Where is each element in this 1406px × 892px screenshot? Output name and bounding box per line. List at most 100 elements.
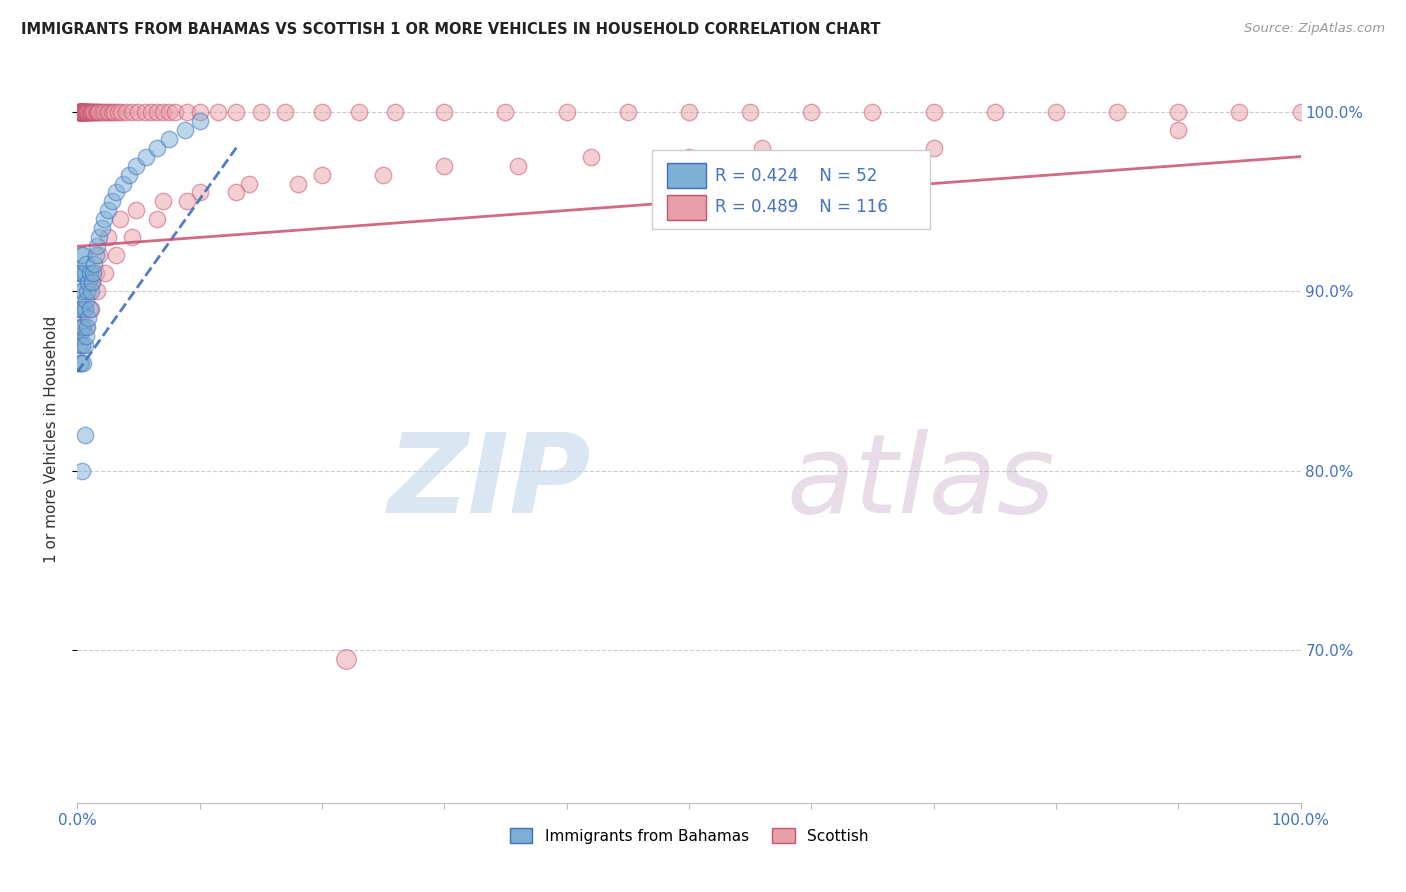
Point (165, 104, 187, 119)
Point (89, 230, 111, 244)
Point (75, 104, 97, 119)
Point (174, 122, 197, 136)
Point (98, 104, 121, 119)
Point (69, 302, 91, 317)
Point (70, 104, 93, 119)
Text: Source: ZipAtlas.com: Source: ZipAtlas.com (1244, 22, 1385, 36)
Point (287, 177, 309, 191)
Point (555, 104, 578, 119)
Point (72, 356, 94, 370)
Point (103, 104, 125, 119)
Point (72, 284, 94, 298)
Point (678, 104, 700, 119)
Point (111, 177, 134, 191)
Text: R = 0.424    N = 52: R = 0.424 N = 52 (716, 167, 877, 185)
Point (176, 104, 198, 119)
Point (82, 104, 104, 119)
Point (922, 140, 945, 154)
Point (70, 338, 93, 352)
Point (75, 257, 97, 271)
Point (80, 275, 103, 289)
Point (115, 104, 138, 119)
Point (67, 302, 90, 317)
Point (79, 104, 101, 119)
Point (70, 104, 93, 119)
Point (89, 104, 111, 119)
Point (73, 302, 96, 317)
Point (67, 104, 90, 119)
Point (97, 230, 120, 244)
Point (96, 104, 118, 119)
Point (73, 104, 96, 119)
Point (70, 104, 93, 119)
Point (73, 266, 96, 280)
Text: IMMIGRANTS FROM BAHAMAS VS SCOTTISH 1 OR MORE VEHICLES IN HOUSEHOLD CORRELATION : IMMIGRANTS FROM BAHAMAS VS SCOTTISH 1 OR… (21, 22, 880, 37)
Point (77, 311, 100, 326)
Point (1107, 104, 1129, 119)
Point (70, 356, 93, 370)
Point (76, 104, 98, 119)
Point (139, 104, 162, 119)
Point (188, 104, 211, 119)
Point (93, 104, 115, 119)
Point (70, 104, 93, 119)
Point (110, 104, 132, 119)
Point (70, 320, 93, 334)
Point (146, 104, 169, 119)
Point (67, 104, 90, 119)
Point (188, 113, 211, 128)
Point (384, 104, 406, 119)
Point (80, 104, 103, 119)
Point (90, 221, 112, 235)
Point (1167, 122, 1189, 136)
Point (125, 159, 148, 173)
Point (75, 320, 97, 334)
Point (80, 302, 103, 317)
Point (67, 104, 90, 119)
Legend: Immigrants from Bahamas, Scottish: Immigrants from Bahamas, Scottish (503, 822, 875, 850)
Point (69, 104, 91, 119)
Point (73, 104, 96, 119)
Point (83, 257, 105, 271)
Point (67, 338, 90, 352)
Point (105, 186, 128, 200)
Text: R = 0.489    N = 116: R = 0.489 N = 116 (716, 198, 889, 217)
Point (495, 104, 517, 119)
Point (70, 248, 93, 262)
Point (75, 104, 97, 119)
Point (76, 284, 98, 298)
Point (76, 320, 98, 334)
Point (188, 186, 211, 200)
Point (1167, 104, 1189, 119)
Point (127, 104, 149, 119)
Text: ZIP: ZIP (388, 429, 591, 536)
Point (84, 266, 107, 280)
Point (70, 464, 93, 478)
Point (69, 356, 91, 370)
Point (108, 212, 131, 227)
Point (862, 104, 884, 119)
Point (433, 104, 456, 119)
Point (86, 284, 108, 298)
Point (121, 230, 143, 244)
Point (84, 248, 107, 262)
Point (72, 104, 94, 119)
Point (69, 329, 91, 343)
Point (433, 159, 456, 173)
Point (922, 104, 945, 119)
Point (207, 104, 229, 119)
Point (70, 266, 93, 280)
Point (73, 427, 96, 442)
Point (82, 266, 104, 280)
Point (80, 275, 103, 289)
Point (73, 302, 96, 317)
Point (100, 194, 122, 209)
Y-axis label: 1 or more Vehicles in Household: 1 or more Vehicles in Household (44, 316, 59, 563)
Point (97, 203, 120, 218)
Point (77, 284, 100, 298)
Point (75, 329, 97, 343)
Point (69, 104, 91, 119)
Point (250, 104, 273, 119)
Point (176, 194, 198, 209)
Point (1229, 104, 1251, 119)
